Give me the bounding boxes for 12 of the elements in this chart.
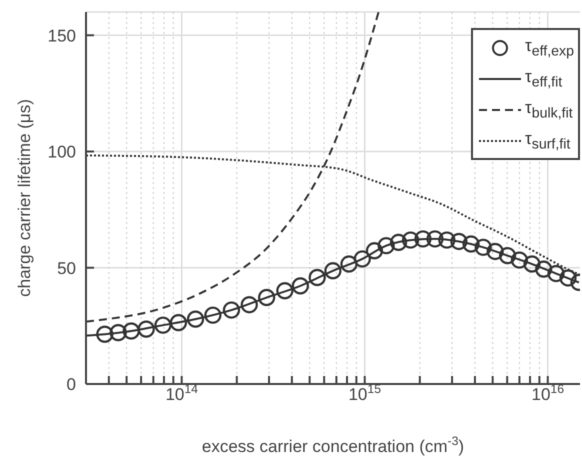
x-tick-label: 10$^{14}$	[165, 382, 198, 404]
y-tick-label: 100	[48, 142, 76, 162]
y-tick-label: 150	[48, 26, 76, 46]
x-axis-title: excess carrier concentration (cm$^{-3}$)	[202, 434, 464, 456]
y-axis-title: charge carrier lifetime (μs)	[15, 99, 34, 297]
x-tick-label: 10$^{16}$	[532, 382, 564, 404]
legend-label: τ$_{eff,exp}$	[525, 36, 574, 60]
legend-label: τ$_{surf,fit}$	[525, 128, 570, 152]
legend-label: τ$_{bulk,fit}$	[525, 98, 573, 122]
y-tick-label: 50	[57, 258, 76, 278]
legend-label: τ$_{eff,fit}$	[525, 66, 562, 90]
y-tick-label: 0	[66, 375, 76, 394]
